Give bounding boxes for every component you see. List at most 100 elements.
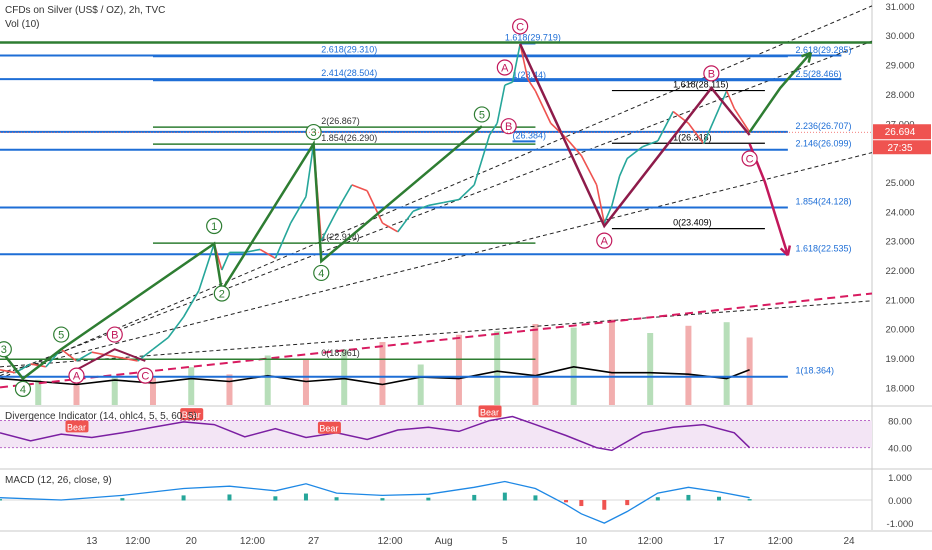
time-tick-label: 24 xyxy=(843,536,855,547)
time-tick-label: 5 xyxy=(502,536,508,547)
bear-badge xyxy=(65,420,89,433)
price-segment xyxy=(603,205,613,224)
bear-label: Bear xyxy=(480,407,499,417)
wave-label: B xyxy=(505,121,512,133)
volume-bar xyxy=(608,319,615,405)
wave-label-circle xyxy=(500,118,517,135)
fib-level-label: 2.414(28.504) xyxy=(321,68,377,78)
macd-histogram-bar xyxy=(564,500,569,503)
abc-correction-path xyxy=(518,43,751,229)
bear-label: Bear xyxy=(67,422,86,432)
fib-level-label: 1.618(28.115) xyxy=(673,80,728,90)
volume-bar xyxy=(723,322,730,405)
price-segment xyxy=(397,210,414,233)
wave-label: 5 xyxy=(479,109,485,121)
macd-histogram-bar xyxy=(579,500,584,507)
price-tick-label: 21.000 xyxy=(885,295,914,306)
up-target-arrow xyxy=(748,51,812,133)
volume-bar xyxy=(494,331,501,405)
macd-title: MACD (12, 26, close, 9) xyxy=(5,475,112,486)
fib-level-label: 1.854(26.290) xyxy=(321,133,377,143)
macd-histogram-bar xyxy=(472,494,477,501)
macd-histogram-bar xyxy=(602,500,607,510)
time-tick-label: 12:00 xyxy=(240,536,265,547)
impulse-wave-path xyxy=(0,125,483,381)
price-tick-label: 24.000 xyxy=(885,207,914,218)
price-segment xyxy=(366,190,384,224)
price-segment xyxy=(626,146,644,160)
macd-tick-label: -1.000 xyxy=(887,519,914,530)
price-segment xyxy=(167,316,185,338)
fib-level-label: 2.146(26.099) xyxy=(796,139,852,149)
fib-level-label: 1.854(24.128) xyxy=(796,197,852,207)
price-tick-label: 25.000 xyxy=(885,178,914,189)
wave-label: A xyxy=(601,236,609,248)
price-tick-label: 28.000 xyxy=(885,90,914,101)
wave-label: B xyxy=(708,68,715,80)
price-tick-label: 19.000 xyxy=(885,354,914,365)
correction-wave-path xyxy=(76,348,146,371)
volume-bar xyxy=(149,378,156,405)
volume-ma-line xyxy=(0,365,750,386)
fib-level-label: 2.618(29.310) xyxy=(321,44,377,54)
price-segment xyxy=(60,348,77,362)
countdown-badge xyxy=(873,140,931,155)
volume-label: Vol (10) xyxy=(5,19,40,30)
price-tick-label: 29.000 xyxy=(885,61,914,72)
price-segment xyxy=(488,122,498,136)
wave-label-circle xyxy=(0,341,12,358)
volume-bar xyxy=(417,364,424,405)
macd-histogram-bar xyxy=(0,499,2,501)
price-segment xyxy=(618,158,628,177)
price-segment xyxy=(733,108,751,133)
bear-badge xyxy=(317,421,341,434)
wave-label: 4 xyxy=(318,268,324,280)
macd-tick-label: 0.000 xyxy=(888,496,912,507)
macd-histogram-bar xyxy=(334,497,339,501)
wave-label-circle xyxy=(473,106,490,123)
wave-label: 4 xyxy=(20,384,26,396)
price-segment xyxy=(580,155,598,186)
price-segment xyxy=(519,43,529,80)
price-tick-label: 23.000 xyxy=(885,237,914,248)
fib-level-label: 1(22.914) xyxy=(321,232,360,242)
wave-label: 1 xyxy=(211,221,217,233)
macd-histogram-bar xyxy=(686,494,691,501)
price-segment xyxy=(595,184,606,224)
price-segment xyxy=(305,143,315,197)
macd-histogram-bar xyxy=(380,498,385,501)
time-tick-label: 12:00 xyxy=(378,536,403,547)
price-segment xyxy=(152,336,169,350)
time-tick-label: 10 xyxy=(576,536,588,547)
volume-bar xyxy=(35,379,42,405)
price-segment xyxy=(657,111,674,142)
volume-bar xyxy=(226,374,233,405)
volume-bar xyxy=(379,342,386,405)
wave-label: B xyxy=(111,330,118,342)
wave-label-circle xyxy=(703,65,720,82)
wave-label: A xyxy=(501,63,509,75)
price-segment xyxy=(0,368,16,374)
price-segment xyxy=(382,222,399,233)
time-tick-label: 27 xyxy=(308,536,320,547)
down-target-arrowhead xyxy=(779,245,792,257)
macd-histogram-bar xyxy=(502,492,507,501)
macd-histogram-bar xyxy=(120,498,125,501)
time-tick-label: 20 xyxy=(186,536,198,547)
divergence-line xyxy=(0,415,751,452)
wave-label-circle xyxy=(53,326,70,343)
fib-level-label: 1(26.318) xyxy=(673,132,712,142)
macd-histogram-bar xyxy=(426,497,431,501)
divergence-band xyxy=(0,420,872,448)
fib-level-label: 0(23.409) xyxy=(673,218,712,228)
volume-bar xyxy=(73,385,80,405)
price-segment xyxy=(320,210,338,242)
price-segment xyxy=(496,84,506,124)
price-tick-label: 20.000 xyxy=(885,325,914,336)
macd-histogram-bar xyxy=(717,496,722,501)
price-segment xyxy=(76,351,93,362)
price-segment xyxy=(351,184,368,192)
wave-label-circle xyxy=(741,150,758,167)
divergence-title: Divergence Indicator (14, ohlc4, 5, 5, 6… xyxy=(5,411,197,422)
